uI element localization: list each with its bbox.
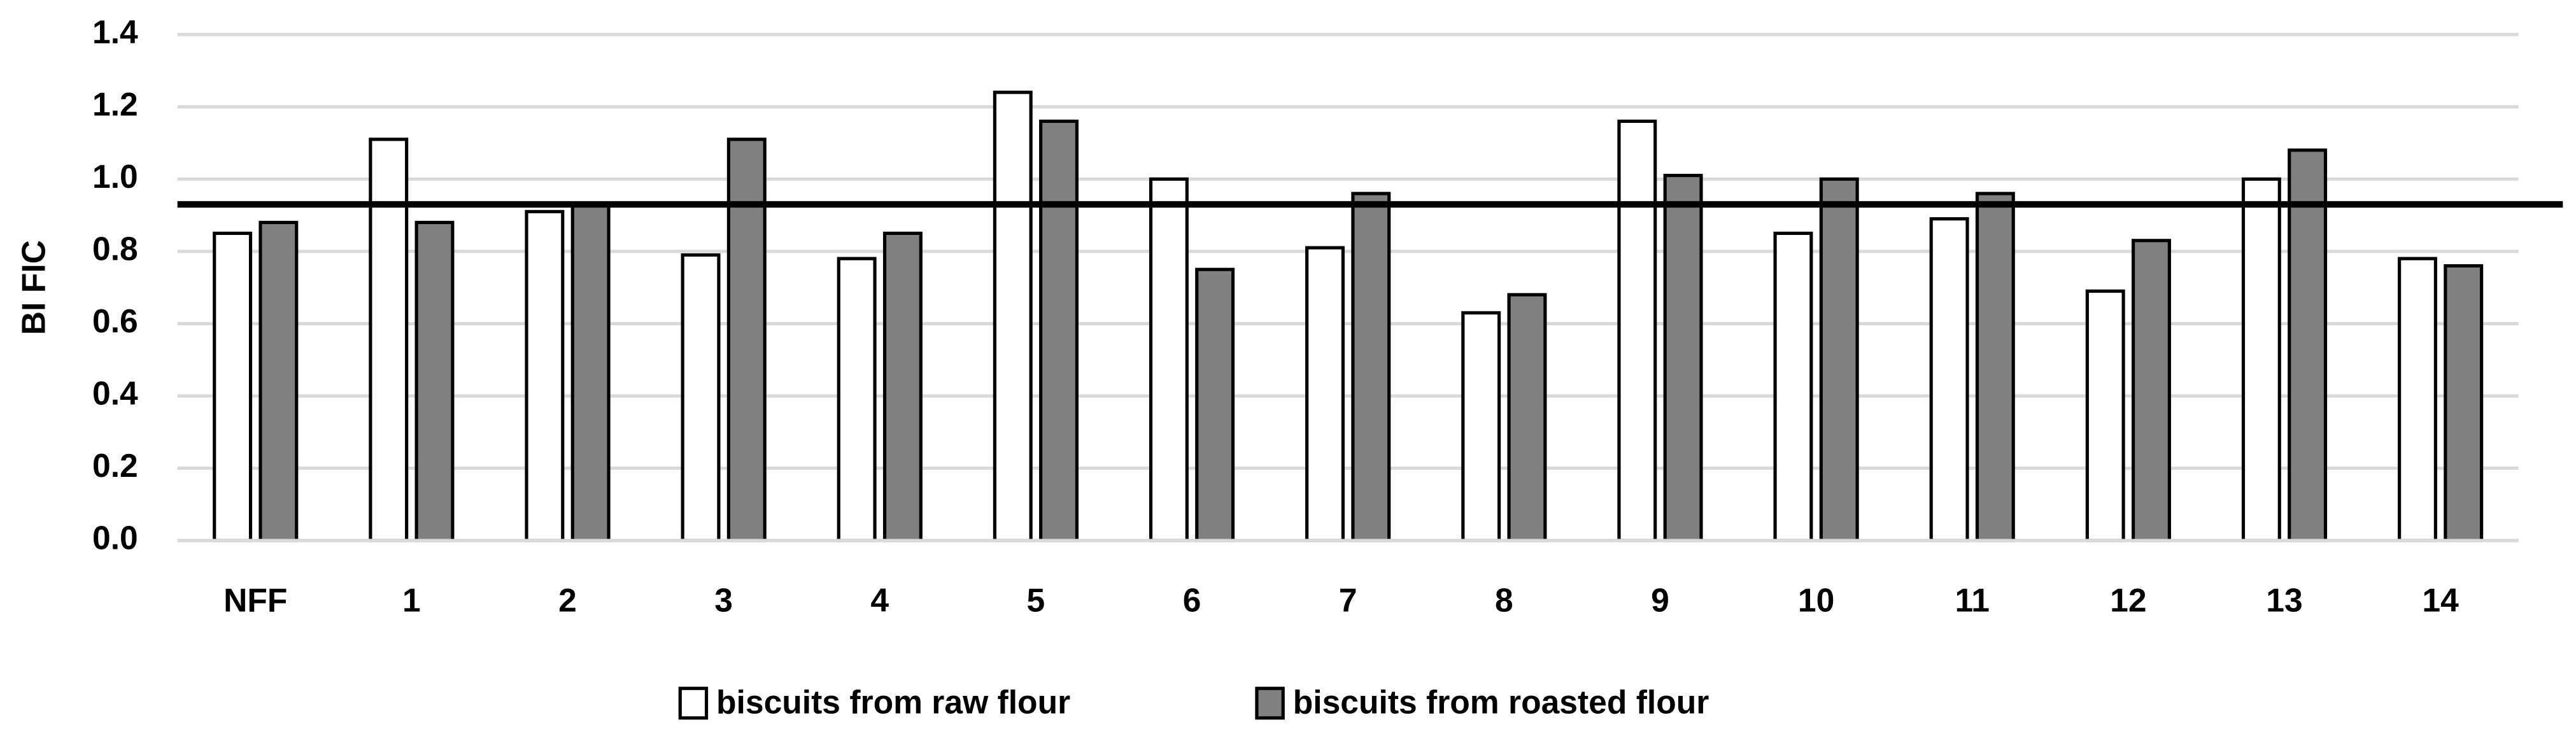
- bar: [1929, 217, 1969, 542]
- bar: [993, 90, 1033, 542]
- x-tick-label: 12: [2110, 582, 2146, 619]
- x-tick-label: 2: [558, 582, 577, 619]
- x-tick-label: 6: [1183, 582, 1201, 619]
- x-tick-label: 1: [402, 582, 421, 619]
- y-tick-label: 0.6: [92, 302, 138, 339]
- x-tick-label: 10: [1798, 582, 1834, 619]
- bar: [1149, 177, 1189, 542]
- y-tick-label: 0.0: [92, 520, 138, 556]
- y-tick-label: 1.0: [92, 158, 138, 195]
- bar: [1195, 267, 1235, 542]
- legend-label: biscuits from roasted flour: [1293, 684, 1709, 721]
- bar: [681, 253, 721, 542]
- bar: [1305, 246, 1345, 542]
- bar: [1617, 119, 1657, 542]
- y-axis-label: BI FIC: [15, 240, 52, 335]
- bar: [1819, 177, 1859, 542]
- bar: [414, 220, 455, 542]
- bar: [2085, 289, 2125, 542]
- x-tick-label: 9: [1651, 582, 1669, 619]
- bar: [1351, 192, 1391, 542]
- bar: [2288, 148, 2328, 542]
- x-tick-label: NFF: [223, 582, 287, 619]
- legend-label: biscuits from raw flour: [716, 684, 1070, 721]
- x-tick-label: 5: [1027, 582, 1045, 619]
- bar: [882, 231, 923, 542]
- x-tick-label: 13: [2266, 582, 2302, 619]
- bar: [1039, 119, 1079, 542]
- x-tick-label: 4: [870, 582, 889, 619]
- bar: [258, 220, 299, 542]
- y-tick-label: 0.8: [92, 230, 138, 267]
- bar: [1663, 174, 1703, 542]
- bar: [369, 138, 409, 542]
- x-tick-label: 3: [714, 582, 733, 619]
- bar: [2132, 239, 2171, 542]
- bar: [1773, 231, 1813, 542]
- bar: [1975, 192, 2015, 542]
- y-tick-label: 0.2: [92, 447, 138, 484]
- legend-swatch: [678, 686, 709, 720]
- bar: [1461, 311, 1501, 542]
- bar: [837, 257, 877, 542]
- y-tick-label: 1.2: [92, 85, 138, 122]
- bar: [570, 202, 611, 542]
- legend-swatch: [1255, 686, 1285, 720]
- bar: [213, 231, 253, 542]
- bar: [525, 209, 565, 542]
- x-tick-label: 11: [1955, 582, 1990, 619]
- x-tick-label: 7: [1339, 582, 1357, 619]
- x-tick-label: 14: [2422, 582, 2459, 619]
- bar: [1507, 293, 1547, 542]
- y-tick-label: 1.4: [92, 13, 138, 50]
- x-tick-label: 8: [1495, 582, 1513, 619]
- bar: [2241, 177, 2281, 542]
- bar: [2444, 264, 2484, 542]
- y-tick-label: 0.4: [92, 375, 138, 412]
- bar: [726, 138, 767, 542]
- bar: [2398, 257, 2437, 542]
